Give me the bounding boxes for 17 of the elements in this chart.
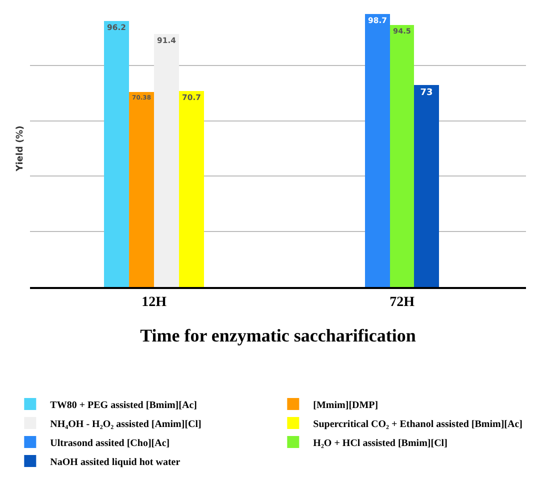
legend-label: NaOH assited liquid hot water bbox=[50, 456, 181, 468]
data-label: 98.7 bbox=[368, 16, 387, 25]
x-tick-label: 72H bbox=[390, 294, 415, 310]
data-label: 96.2 bbox=[107, 22, 126, 32]
data-label: 70.7 bbox=[182, 92, 201, 102]
legend-label: H₂O + HCl assisted [Bmim][Cl] bbox=[313, 438, 448, 449]
legend-label: Supercritical CO₂ + Ethanol assisted [Bmim][Ac] bbox=[313, 418, 523, 430]
x-axis-title: Time for enzymatic saccharification bbox=[140, 325, 416, 346]
legend-label: TW80 + PEG assisted [Bmim][Ac] bbox=[50, 400, 197, 411]
legend-label: Ultrasond assited [Cho][Ac] bbox=[50, 438, 170, 449]
legend-label: [Mmim][DMP] bbox=[313, 400, 378, 411]
data-label: 94.5 bbox=[393, 26, 411, 36]
data-label: 91.4 bbox=[157, 36, 176, 45]
legend-label: NH₄OH - H₂O₂ assisted [Amim][Cl] bbox=[50, 418, 202, 430]
x-tick-label: 12H bbox=[142, 294, 167, 310]
y-axis-title: Yield (%) bbox=[15, 126, 26, 172]
data-label: 73 bbox=[420, 88, 433, 98]
